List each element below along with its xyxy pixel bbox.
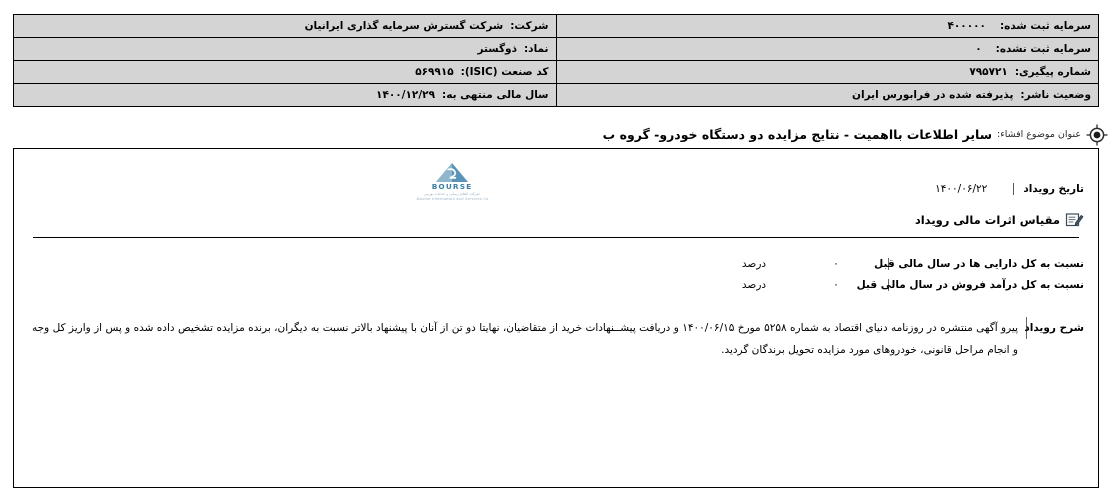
registered-capital-label: سرمایه ثبت شده:: [999, 20, 1091, 32]
disclosure-subject-title: سایر اطلاعات بااهمیت - نتایج مزایده دو د…: [602, 126, 993, 142]
registered-capital-cell: سرمایه ثبت شده: ۴۰۰۰۰۰: [555, 14, 1099, 38]
section-divider: [33, 237, 1079, 238]
ratio-total-assets-value: ۰: [833, 257, 839, 270]
tracking-number-cell: شماره پیگیری: ۷۹۵۷۲۱: [555, 60, 1099, 84]
issuer-status-label: وضعیت ناشر:: [1020, 89, 1091, 101]
unregistered-capital-label: سرمایه ثبت نشده:: [995, 43, 1091, 55]
table-row: سرمایه ثبت نشده: ۰ نماد: ذوگستر: [13, 37, 1099, 61]
bourse-logo-mark: BOURSE: [432, 163, 473, 191]
financial-impact-ratios: نسبت به کل دارایی ها در سال مالی قبل ۰ د…: [28, 253, 1084, 295]
list-item: نسبت به کل دارایی ها در سال مالی قبل ۰ د…: [28, 253, 1084, 274]
fiscal-year-end-value: ۱۴۰۰/۱۲/۲۹: [376, 89, 435, 101]
unregistered-capital-cell: سرمایه ثبت نشده: ۰: [555, 37, 1099, 61]
ratio-total-revenue-label: نسبت به کل درآمد فروش در سال مالی قبل: [856, 278, 1084, 291]
fiscal-year-end-cell: سال مالی منتهی به: ۱۴۰۰/۱۲/۲۹: [13, 83, 557, 107]
issuer-status-value: پذیرفته شده در فرابورس ایران: [852, 89, 1014, 101]
table-row: سرمایه ثبت شده: ۴۰۰۰۰۰ شرکت: شرکت گسترش سر…: [13, 14, 1099, 38]
event-description-text: پیرو آگهی منتشره در روزنامه دنیای اقتصاد…: [32, 322, 1019, 356]
event-description-label: شرح رویداد: [1024, 317, 1084, 339]
edit-pencil-icon: [1065, 210, 1084, 229]
company-name-label: شرکت:: [510, 20, 549, 32]
target-icon: [1086, 124, 1108, 146]
event-date-row: تاریخ رویداد ۱۴۰۰/۰۶/۲۲: [935, 183, 1084, 195]
fiscal-year-end-label: سال مالی منتهی به:: [442, 89, 549, 101]
company-name-cell: شرکت: شرکت گسترش سرمایه گذاری ایرانیان: [13, 14, 557, 38]
isic-code-value: ۵۶۹۹۱۵: [415, 66, 454, 78]
ratio-total-assets-label: نسبت به کل دارایی ها در سال مالی قبل: [874, 257, 1084, 270]
company-name-value: شرکت گسترش سرمایه گذاری ایرانیان: [304, 20, 504, 32]
issuer-status-cell: وضعیت ناشر: پذیرفته شده در فرابورس ایران: [555, 83, 1099, 107]
symbol-cell: نماد: ذوگستر: [13, 37, 557, 61]
tracking-number-value: ۷۹۵۷۲۱: [969, 66, 1008, 78]
disclosure-subject-label: عنوان موضوع افشاء:: [997, 128, 1081, 140]
table-row: شماره پیگیری: ۷۹۵۷۲۱ کد صنعت (ISIC): ۵۶۹۹۱…: [13, 60, 1099, 84]
bourse-logo-subtitle-en: Bourse Information and Services Co.: [415, 197, 489, 202]
event-date-value: ۱۴۰۰/۰۶/۲۲: [935, 183, 988, 195]
isic-code-label: کد صنعت (ISIC):: [460, 66, 549, 78]
bourse-logo-subtitle-fa: شرکت اطلاع رسانی و خدمات بورس: [424, 192, 480, 196]
svg-text:BOURSE: BOURSE: [432, 182, 473, 191]
disclosure-content-panel: BOURSE شرکت اطلاع رسانی و خدمات بورس Bou…: [13, 148, 1099, 488]
list-item: نسبت به کل درآمد فروش در سال مالی قبل ۰ …: [28, 274, 1084, 295]
unregistered-capital-value: ۰: [975, 43, 982, 55]
ratio-total-assets-unit: درصد: [741, 257, 767, 270]
symbol-value: ذوگستر: [477, 43, 517, 55]
financial-impact-heading-title: مقیاس اثرات مالی رویداد: [914, 212, 1060, 227]
company-info-table: سرمایه ثبت شده: ۴۰۰۰۰۰ شرکت: شرکت گسترش سر…: [13, 14, 1099, 107]
table-row: وضعیت ناشر:پذیرفته شده در فرابورس ایران …: [13, 83, 1099, 107]
isic-code-cell: کد صنعت (ISIC): ۵۶۹۹۱۵: [13, 60, 557, 84]
symbol-label: نماد:: [523, 43, 549, 55]
event-description-block: شرح رویداد پیرو آگهی منتشره در روزنامه د…: [32, 317, 1084, 361]
tracking-number-label: شماره پیگیری:: [1014, 66, 1091, 78]
event-date-label: تاریخ رویداد: [1013, 183, 1084, 195]
registered-capital-value: ۴۰۰۰۰۰: [947, 20, 986, 32]
ratio-total-revenue-value: ۰: [833, 278, 839, 291]
ratio-total-revenue-unit: درصد: [741, 278, 767, 291]
financial-impact-section-heading: مقیاس اثرات مالی رویداد: [915, 210, 1084, 229]
bourse-logo: BOURSE شرکت اطلاع رسانی و خدمات بورس Bou…: [404, 161, 500, 202]
disclosure-subject-bar: عنوان موضوع افشاء: سایر اطلاعات بااهمیت …: [13, 121, 1112, 147]
